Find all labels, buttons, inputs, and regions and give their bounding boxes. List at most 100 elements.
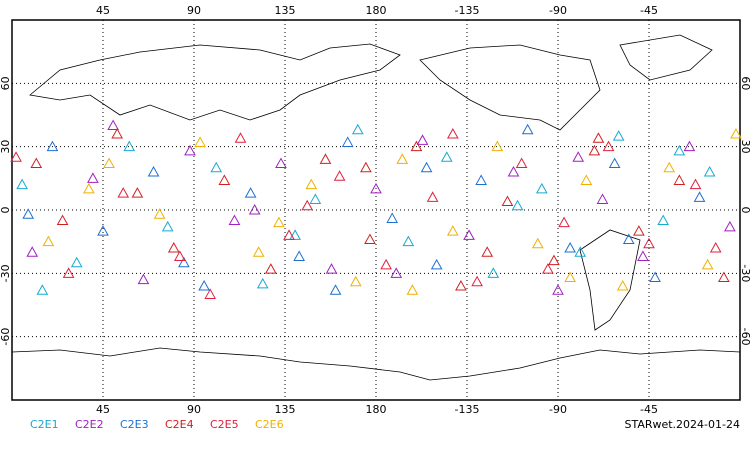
triangle-marker — [602, 140, 615, 152]
triangle-marker — [244, 187, 257, 198]
triangle-marker — [319, 153, 332, 164]
triangle-marker — [612, 130, 625, 141]
x-tick-label-top: 135 — [275, 4, 296, 17]
triangle-marker — [420, 161, 433, 173]
legend-entry: C2E5 — [210, 418, 239, 431]
y-tick-label-right: 0 — [739, 207, 750, 214]
x-tick-label: 180 — [366, 403, 387, 416]
triangle-marker — [637, 250, 649, 261]
triangle-marker — [390, 267, 403, 278]
triangle-marker — [386, 212, 399, 223]
triangle-marker — [275, 157, 287, 169]
triangle-marker — [406, 284, 419, 295]
triangle-marker — [535, 182, 548, 194]
y-tick-label: 60 — [0, 76, 12, 90]
triangle-marker — [608, 157, 621, 169]
triangle-marker — [701, 258, 714, 270]
legend-entry: C2E2 — [75, 418, 104, 431]
triangle-marker — [558, 216, 570, 228]
triangle-marker — [511, 199, 524, 211]
triangle-marker — [137, 273, 150, 285]
triangle-marker — [515, 157, 528, 169]
triangle-marker — [103, 157, 115, 169]
triangle-marker — [717, 271, 730, 283]
point-series — [30, 127, 730, 291]
triangle-marker — [107, 119, 119, 131]
triangle-marker — [252, 246, 265, 257]
triangle-marker — [531, 237, 544, 249]
triangle-marker — [234, 132, 247, 143]
x-tick-label: 135 — [275, 403, 296, 416]
triangle-marker — [82, 182, 95, 194]
triangle-marker — [673, 144, 686, 156]
triangle-marker — [264, 263, 277, 274]
triangle-marker — [703, 165, 716, 177]
triangle-marker — [440, 151, 453, 162]
triangle-marker — [349, 275, 362, 287]
triangle-marker — [521, 123, 534, 135]
triangle-marker — [564, 241, 576, 253]
triangle-marker — [36, 284, 49, 295]
point-series — [26, 119, 736, 295]
triangle-marker — [416, 134, 429, 145]
triangle-marker — [42, 235, 55, 247]
triangle-marker — [256, 277, 269, 289]
triangle-marker — [87, 172, 99, 183]
triangle-marker — [507, 165, 520, 177]
triangle-marker — [289, 229, 301, 240]
triangle-marker — [273, 216, 285, 228]
triangle-marker — [501, 195, 514, 207]
y-tick-label-right: 30 — [739, 140, 750, 154]
triangle-marker — [592, 132, 605, 143]
y-tick-label: -60 — [0, 328, 12, 346]
legend-entry: C2E1 — [30, 418, 59, 431]
triangle-marker — [709, 241, 722, 253]
triangle-marker — [30, 157, 43, 169]
triangle-marker — [309, 193, 322, 204]
triangle-marker — [548, 254, 560, 266]
triangle-marker — [16, 178, 28, 190]
triangle-marker — [663, 161, 676, 173]
triangle-marker — [56, 214, 69, 226]
legend-entry: C2E4 — [165, 418, 194, 431]
triangle-marker — [97, 225, 109, 236]
triangle-marker — [673, 174, 686, 185]
triangle-marker — [396, 153, 409, 164]
triangle-marker — [301, 199, 314, 211]
x-tick-label-top: -90 — [549, 4, 567, 17]
x-tick-label: -90 — [549, 403, 567, 416]
triangle-marker — [204, 288, 217, 299]
triangle-marker — [46, 140, 59, 152]
point-series — [42, 127, 742, 295]
legend-entry: C2E3 — [120, 418, 149, 431]
triangle-marker — [325, 263, 338, 274]
x-tick-label-top: -135 — [455, 4, 480, 17]
triangle-marker — [305, 178, 318, 190]
triangle-marker — [683, 140, 696, 152]
triangle-marker — [370, 182, 382, 194]
x-tick-label: -45 — [640, 403, 658, 416]
triangle-marker — [542, 263, 554, 274]
triangle-marker — [10, 151, 22, 162]
triangle-marker — [283, 229, 295, 240]
triangle-marker — [426, 191, 439, 202]
triangle-marker — [643, 237, 655, 249]
triangle-marker — [446, 225, 459, 236]
footer-label: STARwet.2024-01-24 — [624, 418, 740, 431]
triangle-marker — [131, 187, 144, 198]
triangle-marker — [596, 193, 609, 204]
triangle-marker — [552, 284, 564, 295]
triangle-marker — [351, 123, 364, 135]
triangle-marker — [210, 161, 223, 173]
triangle-marker — [329, 284, 342, 295]
x-tick-label: -135 — [455, 403, 480, 416]
triangle-marker — [22, 208, 35, 219]
triangle-marker — [574, 246, 587, 257]
triangle-marker — [487, 267, 500, 278]
triangle-marker — [649, 271, 661, 283]
triangle-marker — [481, 246, 494, 257]
triangle-marker — [248, 203, 261, 215]
point-series — [16, 123, 716, 295]
point-series — [10, 127, 722, 299]
triangle-marker — [178, 256, 190, 268]
